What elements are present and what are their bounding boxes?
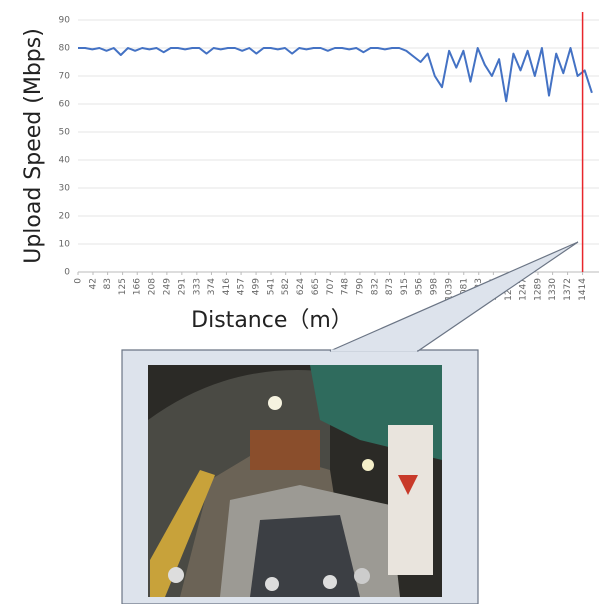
x-tick-label: 83 — [103, 278, 113, 289]
x-tick-label: 1289 — [533, 278, 543, 301]
x-tick-label: 1247 — [518, 278, 528, 301]
y-tick-label: 80 — [59, 44, 71, 54]
x-tick-label: 1039 — [444, 278, 454, 301]
x-tick-label: 541 — [267, 278, 277, 295]
x-tick-label: 790 — [355, 278, 365, 295]
x-tick-label: 457 — [237, 278, 247, 295]
x-tick-label: 166 — [133, 278, 143, 295]
y-tick-label: 60 — [59, 100, 71, 110]
y-tick-label: 70 — [59, 72, 71, 82]
x-tick-label: 499 — [252, 278, 262, 295]
x-tick-label: 416 — [222, 278, 232, 295]
tunnel-photo — [148, 365, 442, 597]
y-axis-title: Upload Speed (Mbps) — [21, 28, 46, 264]
x-tick-label: 1372 — [563, 278, 573, 301]
x-tick-label: 0 — [74, 278, 84, 284]
x-tick-label: 915 — [400, 278, 410, 295]
plot-area: 0 10 20 30 40 50 60 70 80 90 0 42 83 125 166 208 249 291 3… — [59, 12, 599, 301]
series-line — [78, 47, 593, 103]
y-tick-label: 90 — [59, 16, 71, 26]
y-tick-label: 10 — [59, 240, 71, 250]
x-tick-label: 748 — [340, 278, 350, 295]
x-tick-label: 998 — [430, 278, 440, 295]
x-tick-label: 582 — [281, 278, 291, 295]
x-tick-label: 291 — [177, 278, 187, 295]
photo-callout — [121, 241, 579, 604]
y-tick-label: 20 — [59, 212, 71, 222]
x-tick-label: 956 — [415, 278, 425, 295]
x-tick-label: 832 — [370, 278, 380, 295]
x-tick-label: 249 — [162, 278, 172, 295]
x-tick-label: 125 — [118, 278, 128, 295]
y-tick-label: 40 — [59, 156, 71, 166]
x-tick-label: 624 — [296, 278, 306, 295]
y-tick-label: 0 — [64, 268, 70, 278]
x-tick-label: 208 — [148, 278, 158, 295]
y-tick-label: 30 — [59, 184, 71, 194]
x-tick-label: 665 — [311, 278, 321, 295]
x-tick-label: 374 — [207, 278, 217, 295]
y-tick-label: 50 — [59, 128, 71, 138]
x-tick-label: 1414 — [578, 278, 588, 301]
x-axis-title: Distance（m） — [191, 308, 353, 333]
x-tick-label: 707 — [326, 278, 336, 295]
x-tick-label: 333 — [192, 278, 202, 295]
x-tick-label: 1081 — [459, 278, 469, 301]
x-tick-label: 873 — [385, 278, 395, 295]
x-tick-label: 1330 — [548, 278, 558, 301]
x-tick-label: 42 — [88, 278, 98, 289]
